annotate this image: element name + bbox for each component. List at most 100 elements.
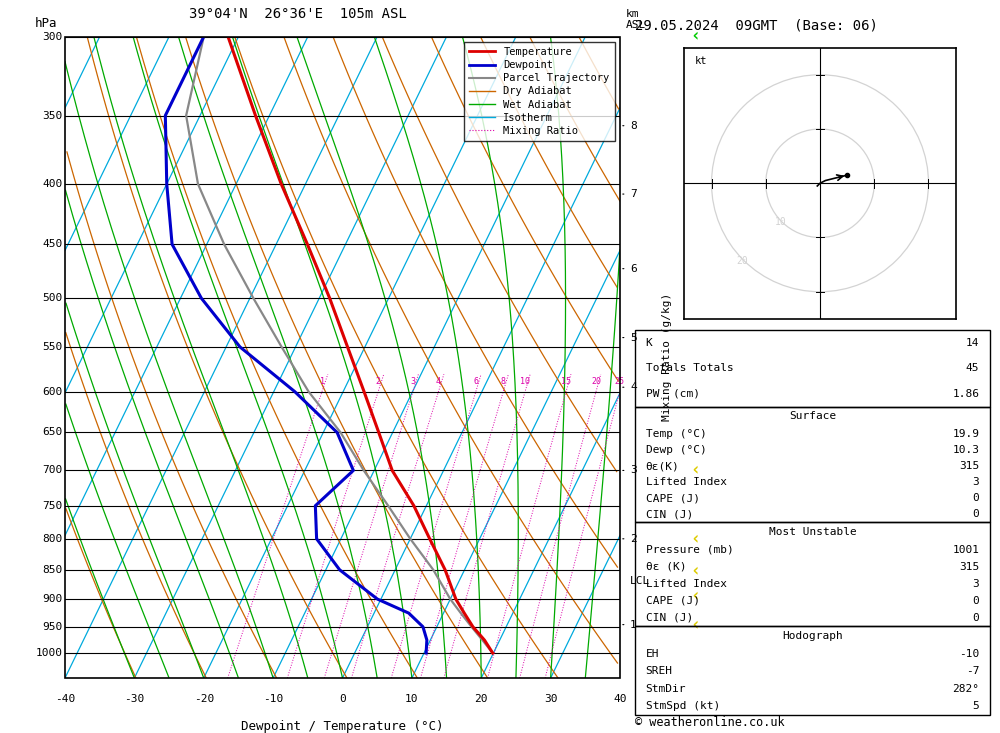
Text: θε(K): θε(K)	[646, 461, 679, 471]
Text: 5: 5	[973, 701, 979, 711]
Legend: Temperature, Dewpoint, Parcel Trajectory, Dry Adiabat, Wet Adiabat, Isotherm, Mi: Temperature, Dewpoint, Parcel Trajectory…	[464, 42, 615, 141]
Text: 3: 3	[410, 377, 415, 386]
Text: Temp (°C): Temp (°C)	[646, 429, 706, 439]
Text: 8: 8	[501, 377, 506, 386]
Text: -30: -30	[124, 694, 144, 704]
Text: 1: 1	[320, 377, 325, 386]
Text: ‹: ‹	[690, 462, 700, 479]
Text: 7: 7	[630, 189, 637, 199]
Text: 2: 2	[630, 534, 637, 544]
Text: Lifted Index: Lifted Index	[646, 579, 727, 589]
Text: ‹: ‹	[690, 28, 700, 45]
Text: 315: 315	[959, 562, 979, 572]
Text: ‹: ‹	[690, 587, 700, 605]
Text: Hodograph: Hodograph	[782, 631, 843, 641]
Text: 10: 10	[520, 377, 530, 386]
Text: 400: 400	[42, 179, 62, 189]
Text: 39°04'N  26°36'E  105m ASL: 39°04'N 26°36'E 105m ASL	[189, 7, 407, 21]
Text: 4: 4	[436, 377, 441, 386]
Text: 10.3: 10.3	[952, 445, 979, 455]
Text: 3: 3	[630, 465, 637, 476]
Text: Surface: Surface	[789, 411, 836, 421]
Text: 19.9: 19.9	[952, 429, 979, 439]
Text: -10: -10	[959, 649, 979, 659]
Bar	[635, 626, 990, 715]
Text: km
ASL: km ASL	[626, 9, 646, 30]
Text: 1.86: 1.86	[952, 389, 979, 399]
Text: 10: 10	[775, 217, 787, 227]
Text: 900: 900	[42, 594, 62, 604]
Text: Dewp (°C): Dewp (°C)	[646, 445, 706, 455]
Text: © weatheronline.co.uk: © weatheronline.co.uk	[635, 716, 785, 729]
Text: CAPE (J): CAPE (J)	[646, 596, 700, 605]
Text: ‹: ‹	[690, 530, 700, 548]
Text: -20: -20	[194, 694, 214, 704]
Text: 40: 40	[613, 694, 627, 704]
Text: 8: 8	[630, 121, 637, 130]
Text: 6: 6	[630, 264, 637, 273]
Text: 550: 550	[42, 342, 62, 352]
Text: θε (K): θε (K)	[646, 562, 686, 572]
Text: 282°: 282°	[952, 684, 979, 693]
Bar	[635, 522, 990, 626]
Text: ‹: ‹	[690, 169, 700, 186]
Text: 600: 600	[42, 386, 62, 397]
Text: StmDir: StmDir	[646, 684, 686, 693]
Text: Mixing Ratio (g/kg): Mixing Ratio (g/kg)	[662, 293, 672, 421]
Text: EH: EH	[646, 649, 659, 659]
Text: StmSpd (kt): StmSpd (kt)	[646, 701, 720, 711]
Text: 650: 650	[42, 427, 62, 438]
Text: 0: 0	[973, 596, 979, 605]
Text: 300: 300	[42, 32, 62, 42]
Bar	[635, 407, 990, 522]
Text: -7: -7	[966, 666, 979, 677]
Text: ‹: ‹	[690, 563, 700, 581]
Text: CAPE (J): CAPE (J)	[646, 493, 700, 504]
Text: 10: 10	[405, 694, 419, 704]
Text: 350: 350	[42, 111, 62, 120]
Text: 450: 450	[42, 239, 62, 249]
Text: 15: 15	[561, 377, 571, 386]
Text: PW  (cm): PW (cm)	[646, 389, 700, 399]
Text: 29.05.2024  09GMT  (Base: 06): 29.05.2024 09GMT (Base: 06)	[635, 18, 878, 32]
Text: 950: 950	[42, 622, 62, 632]
Text: 800: 800	[42, 534, 62, 544]
Text: SREH: SREH	[646, 666, 673, 677]
Text: 20: 20	[736, 257, 748, 266]
Text: 500: 500	[42, 293, 62, 303]
Text: 3: 3	[973, 477, 979, 487]
Text: 750: 750	[42, 501, 62, 511]
Text: -40: -40	[55, 694, 75, 704]
Text: 5: 5	[630, 333, 637, 342]
Text: Lifted Index: Lifted Index	[646, 477, 727, 487]
Text: 30: 30	[544, 694, 557, 704]
Text: Most Unstable: Most Unstable	[769, 527, 856, 537]
Text: 315: 315	[959, 461, 979, 471]
Text: 4: 4	[630, 382, 637, 392]
Text: 700: 700	[42, 465, 62, 476]
Text: 0: 0	[973, 509, 979, 519]
Text: Dewpoint / Temperature (°C): Dewpoint / Temperature (°C)	[241, 720, 444, 733]
Text: ‹: ‹	[690, 616, 700, 635]
Text: 25: 25	[615, 377, 625, 386]
Text: hPa: hPa	[34, 18, 57, 30]
Text: 1001: 1001	[952, 545, 979, 555]
Text: 3: 3	[973, 579, 979, 589]
Text: ‹: ‹	[690, 290, 700, 307]
Text: LCL: LCL	[630, 575, 650, 586]
Text: Pressure (mb): Pressure (mb)	[646, 545, 733, 555]
Text: Totals Totals: Totals Totals	[646, 364, 733, 373]
Text: 20: 20	[475, 694, 488, 704]
Text: kt: kt	[695, 56, 708, 66]
Text: 1000: 1000	[35, 648, 62, 658]
Bar	[635, 330, 990, 407]
Text: -10: -10	[263, 694, 283, 704]
Text: 0: 0	[973, 613, 979, 623]
Text: 6: 6	[473, 377, 478, 386]
Text: 0: 0	[339, 694, 346, 704]
Text: CIN (J): CIN (J)	[646, 613, 693, 623]
Text: 2: 2	[376, 377, 381, 386]
Text: 20: 20	[591, 377, 601, 386]
Text: CIN (J): CIN (J)	[646, 509, 693, 519]
Text: K: K	[646, 338, 652, 347]
